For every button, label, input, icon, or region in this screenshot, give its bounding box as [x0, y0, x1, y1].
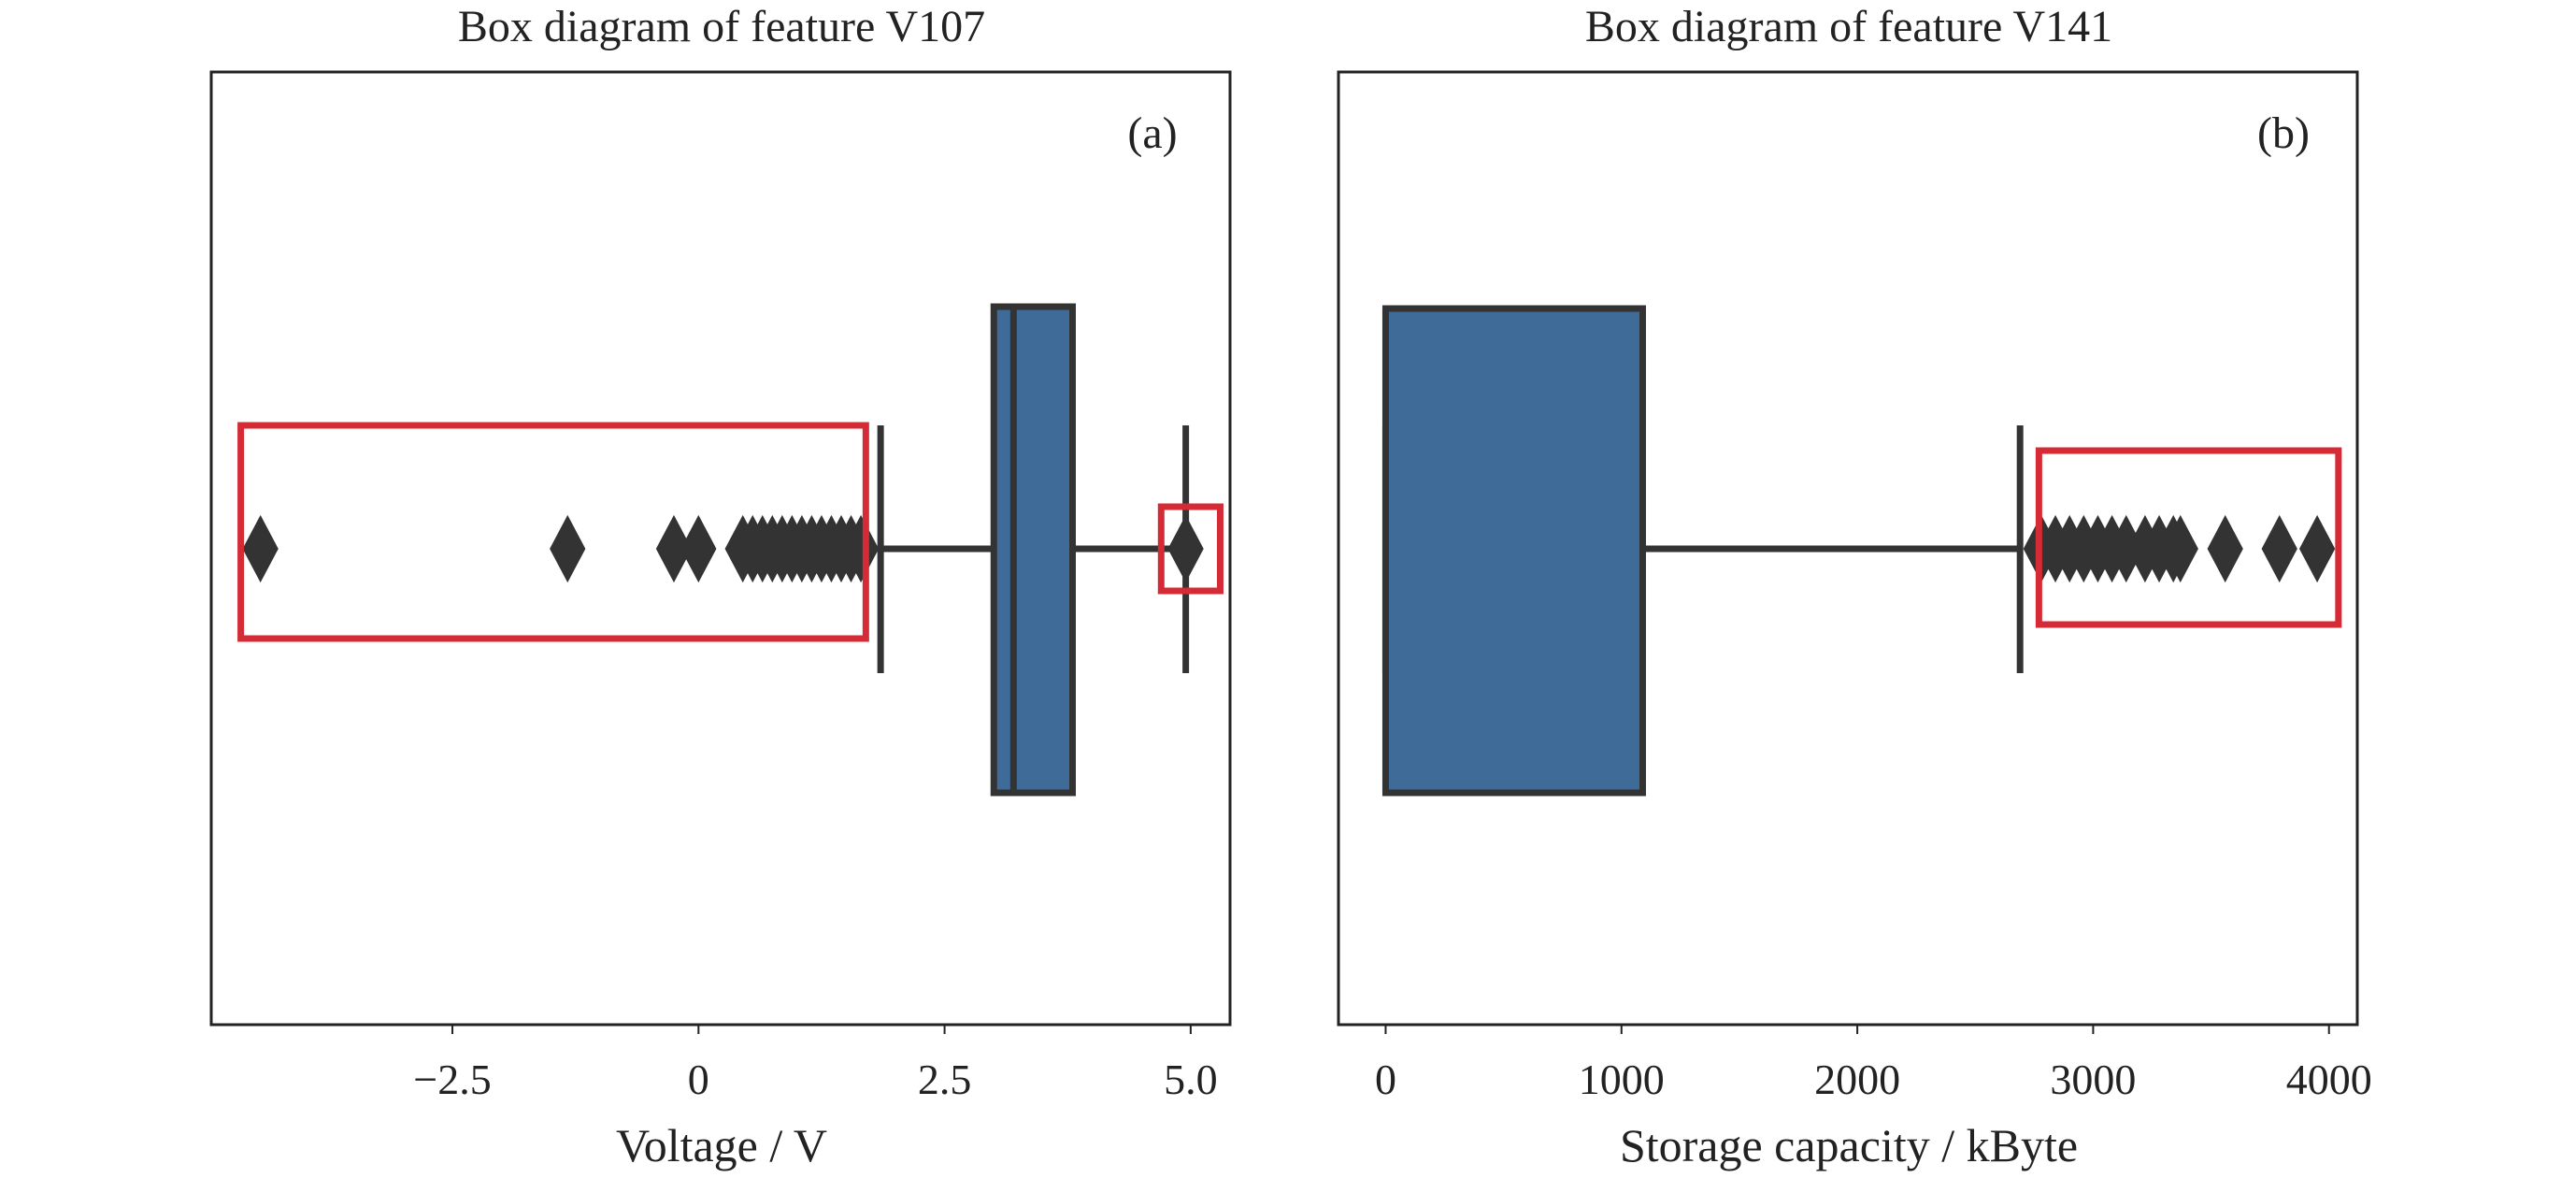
plot-marks-a	[237, 303, 1224, 797]
plot-frame-b	[1337, 70, 2359, 1027]
outlier-a-0	[242, 514, 279, 583]
x-tick-label-a-0: −2.5	[413, 1056, 491, 1103]
x-tick-label-b-0: 0	[1375, 1056, 1396, 1103]
panel-b: Box diagram of feature V141 (b) Storage …	[1337, 2, 2372, 1171]
chart-title-b: Box diagram of feature V141	[1585, 2, 2112, 51]
outlier-a-2	[655, 514, 693, 583]
panel-a: Box diagram of feature V107 (a) Voltage …	[209, 2, 1232, 1171]
plot-frame-a	[209, 70, 1232, 1027]
panel-label-b: (b)	[2257, 108, 2310, 158]
x-tick-label-b-3: 3000	[2050, 1056, 2136, 1103]
chart-title-a: Box diagram of feature V107	[458, 2, 985, 51]
x-ticks-a: −2.5 0 2.5 5.0	[413, 1025, 1218, 1103]
highlight-box-b-0	[2035, 447, 2342, 628]
outlier-a-3	[680, 514, 717, 583]
outlier-a-1	[550, 514, 586, 583]
outlier-b-10	[2162, 514, 2198, 583]
x-tick-label-b-1: 1000	[1579, 1056, 1665, 1103]
outlier-b-12	[2261, 514, 2297, 583]
x-tick-label-a-1: 0	[688, 1056, 709, 1103]
highlight-box-a-1	[1157, 503, 1224, 595]
outlier-b-11	[2207, 514, 2243, 583]
x-tick-label-b-4: 4000	[2286, 1056, 2372, 1103]
x-axis-label-a: Voltage / V	[616, 1119, 827, 1171]
x-tick-label-a-2: 2.5	[918, 1056, 972, 1103]
x-tick-label-a-3: 5.0	[1164, 1056, 1218, 1103]
plot-marks-b	[1381, 305, 2342, 797]
highlight-box-a-0	[237, 422, 869, 642]
outlier-b-13	[2298, 514, 2336, 583]
x-ticks-b: 0 1000 2000 3000 4000	[1375, 1025, 2372, 1103]
x-axis-label-b: Storage capacity / kByte	[1620, 1119, 2078, 1171]
x-tick-label-b-2: 2000	[1814, 1056, 1900, 1103]
outlier-a-16	[842, 514, 880, 583]
panel-label-a: (a)	[1127, 108, 1177, 158]
box-a	[990, 303, 1076, 797]
box-b	[1381, 305, 1646, 797]
outlier-a-17	[1167, 514, 1204, 583]
